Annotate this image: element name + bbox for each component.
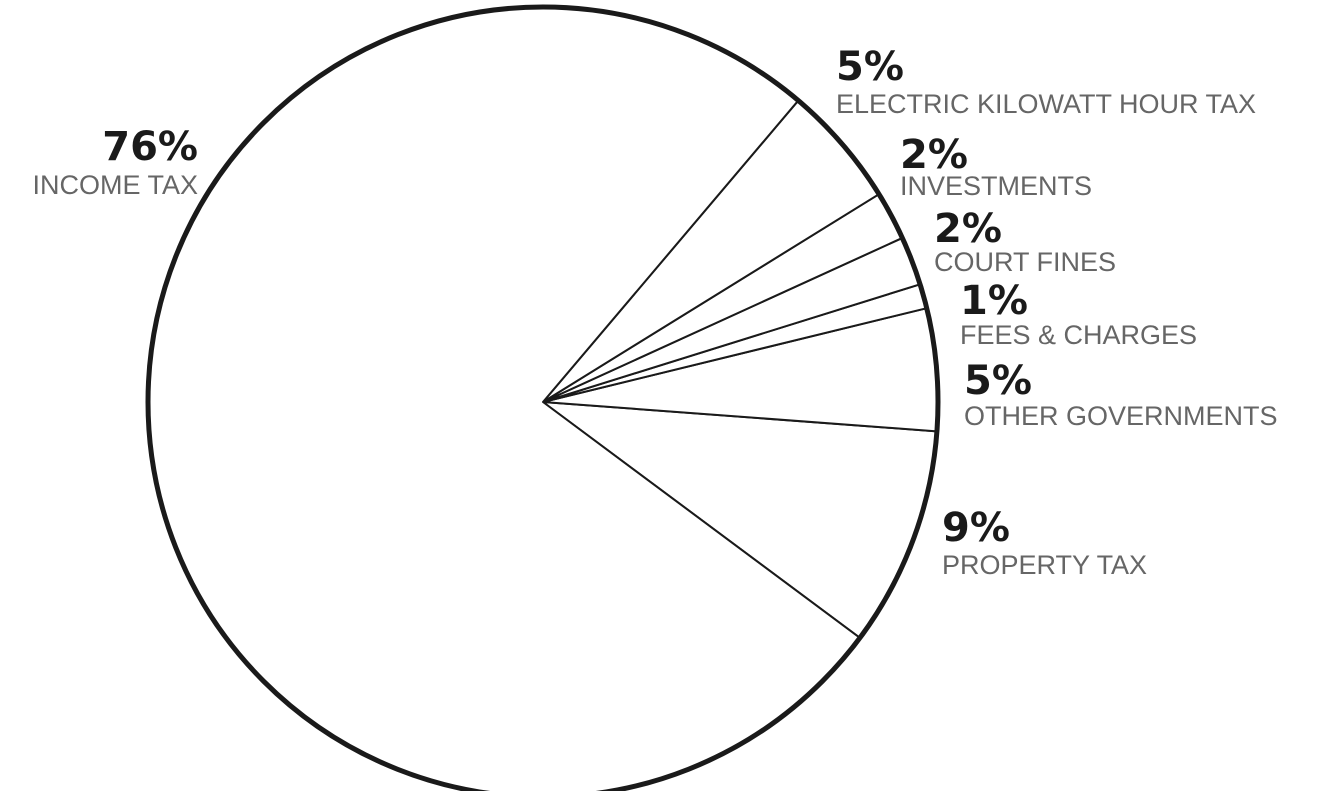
slice-percent-income-tax: 76% <box>102 124 198 170</box>
slice-percent-fees-charges: 1% <box>960 278 1028 324</box>
slice-percent-investments: 2% <box>900 132 968 178</box>
slice-label-investments: INVESTMENTS <box>900 171 1092 201</box>
slice-label-electric-kilowatt-hour-tax: ELECTRIC KILOWATT HOUR TAX <box>836 89 1256 119</box>
slice-label-fees-charges: FEES & CHARGES <box>960 320 1197 350</box>
slice-label-court-fines: COURT FINES <box>934 247 1116 277</box>
slice-label-other-governments: OTHER GOVERNMENTS <box>964 401 1278 431</box>
slice-percent-electric-kilowatt-hour-tax: 5% <box>836 44 904 90</box>
slice-percent-court-fines: 2% <box>934 206 1002 252</box>
slice-label-income-tax: INCOME TAX <box>32 170 198 200</box>
pie-outline <box>145 4 941 791</box>
slice-percent-other-governments: 5% <box>964 358 1032 404</box>
slice-percent-property-tax: 9% <box>942 505 1010 551</box>
slice-label-property-tax: PROPERTY TAX <box>942 550 1147 580</box>
pie-slices <box>147 6 939 791</box>
